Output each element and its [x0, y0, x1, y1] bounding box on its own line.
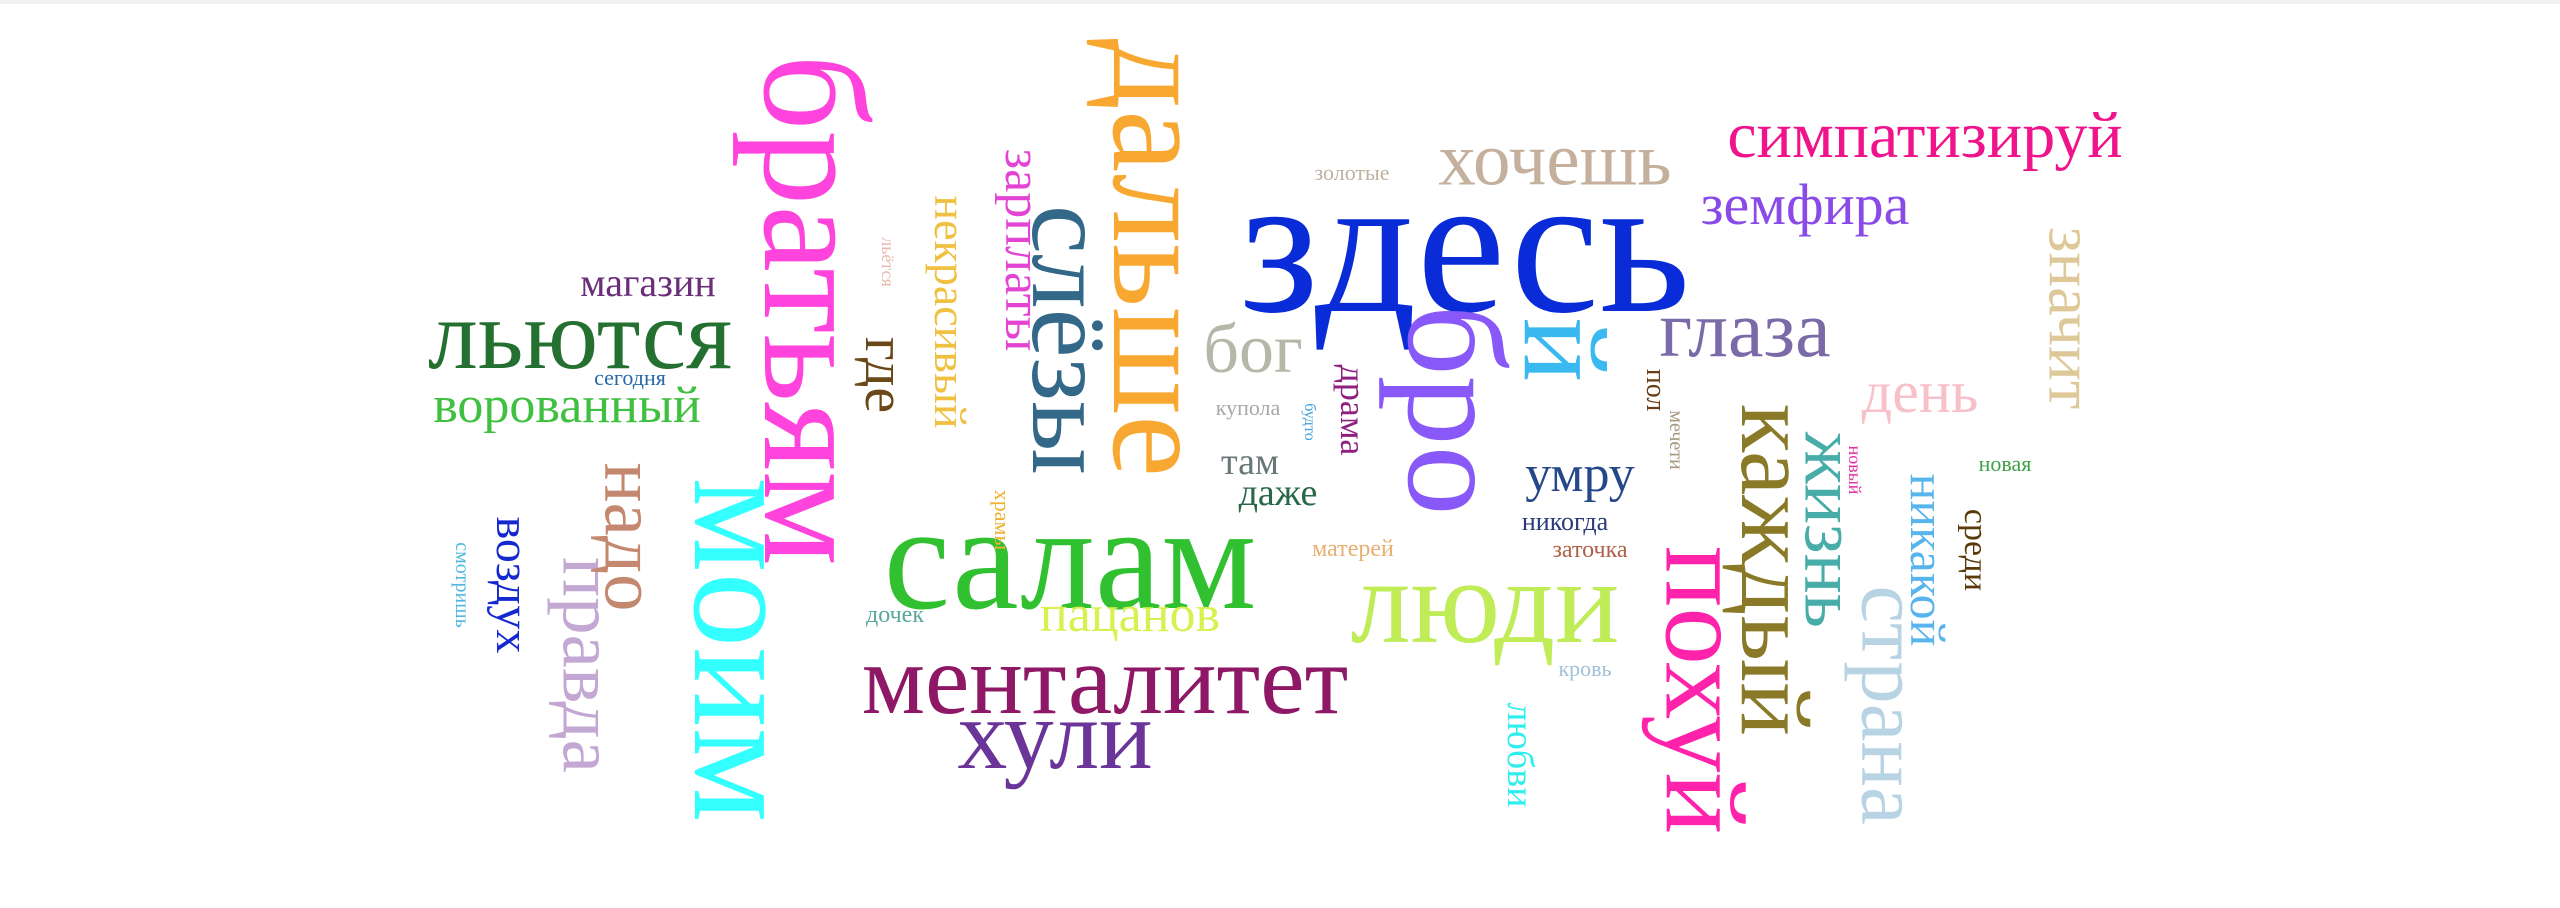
word-materey: матерей — [1312, 536, 1394, 562]
word-huli: хули — [957, 679, 1153, 790]
word-lyubvi: любви — [1499, 702, 1541, 808]
word-dazhe: даже — [1238, 472, 1318, 514]
word-hramy: храмы — [990, 489, 1015, 551]
word-patsanov: пацанов — [1039, 586, 1221, 643]
word-novy: новый — [1845, 445, 1865, 495]
word-krov: кровь — [1558, 656, 1612, 681]
word-bog: бог — [1203, 311, 1303, 388]
word-lyutsya: льются — [427, 279, 733, 390]
word-pol: пол — [1640, 368, 1671, 412]
word-smotrish: смотришь — [451, 542, 473, 628]
word-hochesh: хочешь — [1438, 118, 1672, 202]
word-lyudi: люди — [1350, 535, 1620, 668]
word-dochek: дочек — [866, 602, 924, 628]
word-salam: салам — [883, 475, 1257, 641]
word-lyotsya: льётся — [878, 237, 898, 287]
word-vozduh: воздух — [486, 516, 539, 654]
word-gde: где — [853, 336, 918, 414]
word-kupola: купола — [1215, 395, 1281, 420]
word-drama: драма — [1333, 364, 1373, 456]
word-sredi: среди — [1957, 508, 1994, 592]
word-novaya: новая — [1978, 451, 2032, 476]
word-glaza: глаза — [1659, 286, 1831, 374]
word-zatochka: заточка — [1552, 537, 1628, 563]
word-nekrasivy: некрасивый — [925, 195, 976, 429]
word-mentalitet: менталитет — [861, 624, 1349, 735]
word-den: день — [1861, 359, 1979, 425]
word-nikogda: никогда — [1521, 507, 1609, 536]
word-vorovanny: ворованный — [433, 377, 701, 434]
word-tam: там — [1221, 441, 1279, 483]
word-zarplaty: зарплаты — [994, 148, 1051, 352]
word-segodnya: сегодня — [594, 365, 666, 390]
word-budto: будто — [1301, 403, 1318, 441]
word-moim: моим — [662, 477, 828, 823]
word-nado: надо — [588, 462, 672, 612]
word-zdes: здесь — [1239, 134, 1691, 355]
word-umru: умру — [1525, 446, 1635, 503]
word-simpatiziruy: симпатизируй — [1727, 99, 2123, 172]
word-mecheti: мечети — [1665, 410, 1687, 470]
top-divider — [0, 0, 2560, 4]
word-znachit: значит — [2034, 226, 2107, 410]
word-nikakoy: никакой — [1900, 473, 1956, 647]
word-zolotye: золотые — [1314, 160, 1390, 185]
word-zemfira: земфира — [1700, 172, 1910, 237]
word-y: й — [1499, 317, 1632, 383]
word-magazin: магазин — [580, 260, 716, 305]
